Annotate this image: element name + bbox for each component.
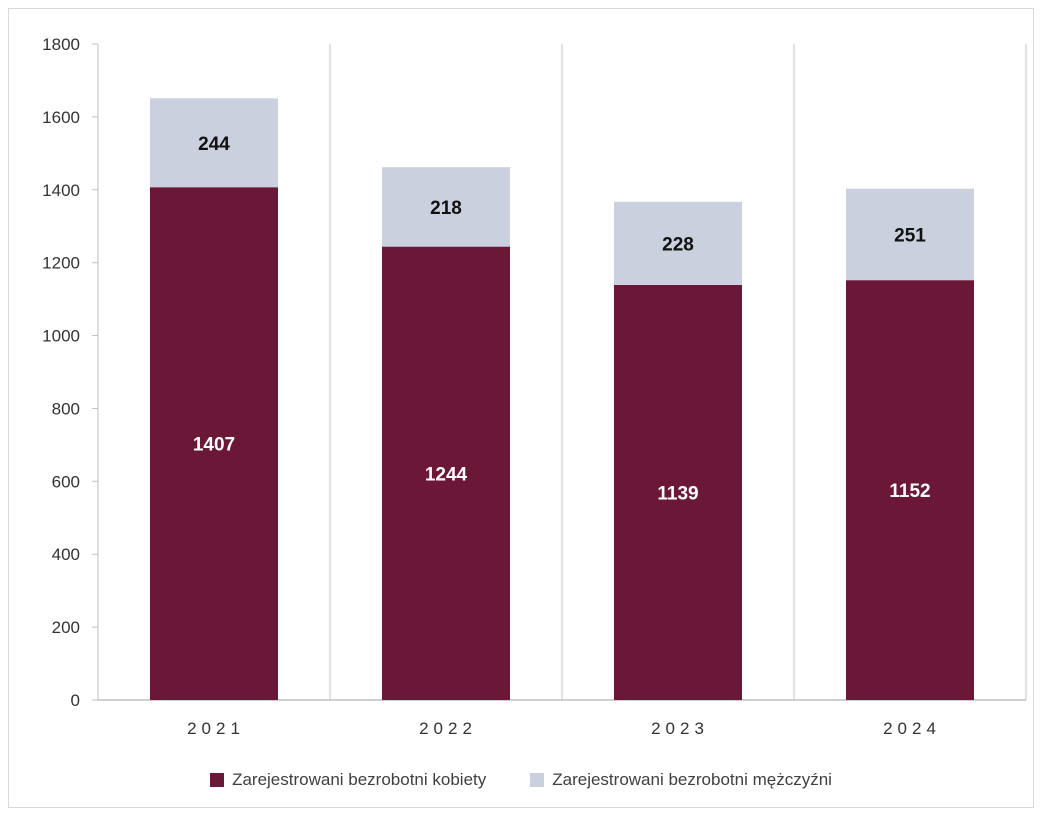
legend-item-women: Zarejestrowani bezrobotni kobiety	[210, 770, 486, 790]
y-tick-label: 800	[52, 399, 80, 418]
data-label-women-2024: 1152	[889, 481, 930, 502]
y-tick-label: 1600	[42, 108, 80, 127]
data-label-men-2023: 228	[662, 234, 694, 255]
y-tick-label: 200	[52, 618, 80, 637]
legend-swatch-men	[530, 773, 545, 787]
legend-label-women: Zarejestrowani bezrobotni kobiety	[232, 770, 487, 789]
legend-swatch-women	[210, 773, 225, 787]
data-label-women-2023: 1139	[657, 483, 698, 504]
legend-label-men: Zarejestrowani bezrobotni mężczyźni	[552, 770, 832, 789]
bar-segment-women-2024	[846, 280, 974, 700]
x-tick-label: 2022	[419, 719, 477, 738]
data-label-men-2022: 218	[430, 198, 462, 219]
bar-segment-men-2023	[614, 201, 742, 285]
chart-legend: Zarejestrowani bezrobotni kobiety Zareje…	[0, 770, 1042, 790]
legend-item-men: Zarejestrowani bezrobotni mężczyźni	[530, 770, 832, 790]
data-label-men-2024: 251	[894, 225, 926, 246]
bar-segment-women-2023	[614, 284, 742, 700]
y-tick-label: 0	[71, 691, 80, 710]
y-tick-label: 1400	[42, 181, 80, 200]
bar-segment-men-2021	[150, 98, 278, 188]
x-tick-label: 2023	[651, 719, 709, 738]
y-tick-label: 600	[52, 472, 80, 491]
y-tick-label: 1000	[42, 327, 80, 346]
x-tick-label: 2021	[187, 719, 245, 738]
stacked-bar-chart: 0 200 400 600 800 1000 1200 1400 1600 1800 1407 244…	[42, 35, 1027, 738]
y-tick-label: 1200	[42, 254, 80, 273]
bar-segment-men-2024	[846, 188, 974, 281]
x-tick-label: 2024	[883, 719, 941, 738]
bar-segment-women-2021	[150, 187, 278, 700]
bar-segment-women-2022	[382, 246, 510, 700]
data-label-women-2021: 1407	[193, 435, 235, 456]
data-label-men-2021: 244	[198, 134, 230, 155]
data-label-women-2022: 1244	[425, 464, 468, 485]
y-tick-label: 1800	[42, 35, 80, 54]
y-tick-label: 400	[52, 545, 80, 564]
bar-segment-men-2022	[382, 167, 510, 247]
